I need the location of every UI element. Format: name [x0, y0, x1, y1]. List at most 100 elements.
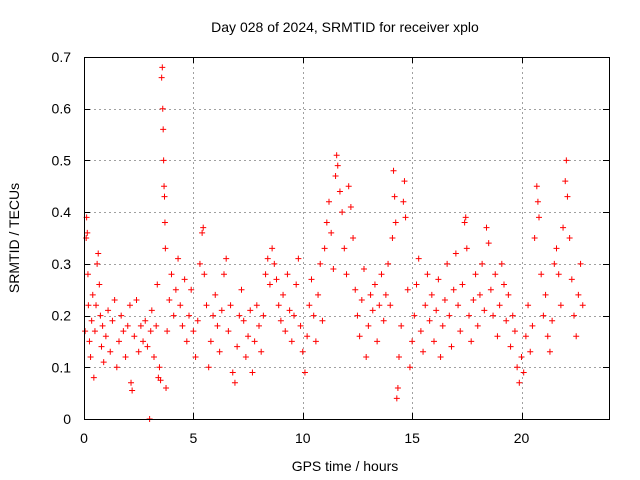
data-point	[424, 271, 431, 278]
data-point	[439, 322, 446, 329]
data-point	[411, 312, 418, 319]
data-point	[394, 384, 401, 391]
data-point	[345, 183, 352, 190]
data-point	[240, 317, 247, 324]
data-point	[505, 291, 512, 298]
data-point	[323, 219, 330, 226]
data-point	[196, 260, 203, 267]
data-point	[87, 353, 94, 360]
data-point	[310, 312, 317, 319]
data-point	[258, 348, 265, 355]
data-point	[186, 312, 192, 319]
data-point	[126, 302, 133, 309]
data-point	[98, 343, 105, 350]
data-point	[378, 271, 385, 278]
data-point	[212, 291, 219, 298]
data-point	[301, 369, 308, 376]
data-point	[262, 271, 269, 278]
data-point	[116, 338, 122, 345]
data-point	[84, 271, 91, 278]
data-point	[332, 172, 339, 179]
y-tick-label: 0.1	[52, 359, 72, 375]
data-point	[109, 317, 116, 324]
data-point	[435, 276, 442, 283]
data-point	[153, 322, 160, 329]
data-point	[291, 312, 297, 319]
y-tick-label: 0.2	[52, 308, 72, 324]
data-point	[494, 333, 501, 340]
data-point	[100, 359, 107, 366]
data-point	[472, 271, 479, 278]
data-point	[129, 387, 136, 394]
data-point	[88, 317, 95, 324]
data-point	[118, 312, 125, 319]
data-point	[459, 281, 466, 288]
data-point	[546, 348, 553, 355]
data-point	[312, 338, 319, 345]
data-point	[299, 348, 306, 355]
data-point	[462, 214, 469, 221]
data-point	[161, 219, 168, 226]
data-point	[536, 214, 542, 221]
data-point	[221, 271, 227, 278]
data-point	[172, 286, 179, 293]
data-point	[326, 198, 332, 205]
data-point	[522, 333, 529, 340]
data-point	[457, 328, 464, 335]
data-point	[205, 364, 212, 371]
data-point	[461, 219, 468, 226]
data-point	[415, 255, 422, 262]
data-point	[387, 302, 394, 309]
data-point	[549, 317, 556, 324]
data-point	[231, 379, 238, 386]
grid-lines	[84, 57, 609, 419]
data-point	[568, 276, 575, 283]
data-point	[90, 374, 97, 381]
data-point	[266, 281, 273, 288]
data-point	[560, 224, 567, 231]
data-point	[159, 105, 166, 112]
data-point	[321, 245, 328, 252]
data-point	[161, 193, 168, 200]
data-point	[376, 302, 383, 309]
data-point	[160, 126, 167, 133]
data-point	[474, 322, 481, 329]
data-point	[256, 322, 262, 329]
data-point	[350, 235, 357, 241]
data-point	[374, 338, 381, 345]
data-point	[393, 395, 400, 402]
data-point	[273, 276, 280, 283]
data-point	[133, 297, 140, 304]
data-point	[317, 260, 324, 267]
data-point	[544, 333, 551, 340]
data-point	[236, 312, 243, 319]
data-point	[492, 271, 499, 278]
data-point	[358, 297, 365, 304]
data-point	[404, 286, 411, 293]
data-point	[529, 322, 536, 329]
data-point	[428, 291, 435, 298]
data-point	[99, 322, 106, 329]
data-point	[446, 312, 453, 319]
data-point	[242, 353, 249, 360]
data-point	[162, 245, 169, 252]
data-point	[128, 379, 135, 386]
data-point	[577, 260, 584, 267]
data-point	[142, 317, 149, 324]
data-point	[227, 302, 234, 309]
data-point	[148, 307, 155, 314]
data-point	[269, 245, 276, 252]
data-point	[319, 317, 326, 324]
data-point	[573, 333, 580, 340]
data-point	[538, 271, 545, 278]
data-point	[218, 307, 225, 314]
data-point	[330, 266, 337, 273]
data-point	[170, 312, 177, 319]
data-point	[514, 364, 521, 371]
data-point	[553, 245, 560, 252]
data-point	[135, 348, 142, 355]
data-point	[280, 291, 287, 298]
data-point	[194, 317, 201, 324]
data-point	[225, 328, 232, 335]
